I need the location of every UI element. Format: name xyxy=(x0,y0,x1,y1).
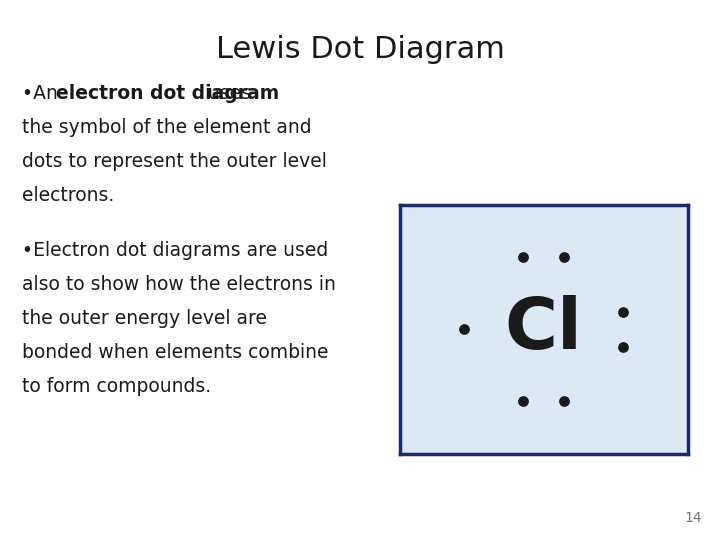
Text: the symbol of the element and: the symbol of the element and xyxy=(22,118,311,137)
Text: uses: uses xyxy=(202,84,251,103)
Text: •Electron dot diagrams are used: •Electron dot diagrams are used xyxy=(22,241,328,260)
Point xyxy=(518,397,529,406)
Text: the outer energy level are: the outer energy level are xyxy=(22,309,266,328)
Point xyxy=(558,253,570,262)
Point xyxy=(558,397,570,406)
Point xyxy=(617,308,629,316)
Point xyxy=(459,325,470,334)
Text: Lewis Dot Diagram: Lewis Dot Diagram xyxy=(215,35,505,64)
Text: to form compounds.: to form compounds. xyxy=(22,377,211,396)
Text: •An: •An xyxy=(22,84,63,103)
Text: also to show how the electrons in: also to show how the electrons in xyxy=(22,275,336,294)
Text: electron dot diagram: electron dot diagram xyxy=(56,84,279,103)
Text: dots to represent the outer level: dots to represent the outer level xyxy=(22,152,326,171)
Point xyxy=(617,342,629,351)
Text: bonded when elements combine: bonded when elements combine xyxy=(22,343,328,362)
Text: electrons.: electrons. xyxy=(22,186,114,205)
Text: Cl: Cl xyxy=(505,295,582,364)
Point xyxy=(518,253,529,262)
Text: 14: 14 xyxy=(685,511,702,525)
